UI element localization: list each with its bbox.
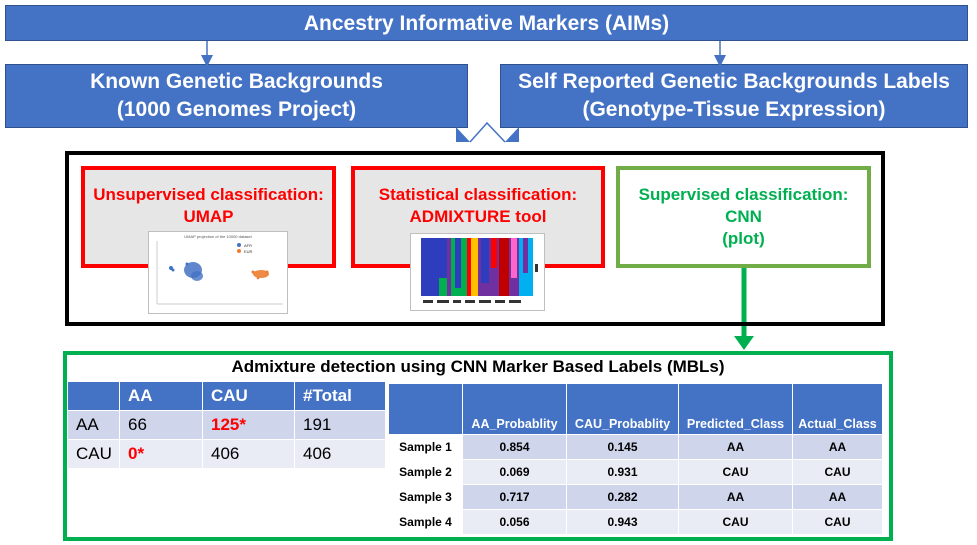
known-backgrounds-box: Known Genetic Backgrounds (1000 Genomes … [5,64,468,128]
confusion-row-aa: AA 66 125* 191 [67,410,386,440]
actual-class: AA [792,484,883,510]
cau-probability: 0.943 [566,509,679,535]
admixture-x-tick-marks [423,300,521,303]
confusion-table: AA CAU #Total AA 66 125* 191 CAU 0* 406 … [67,381,386,469]
merge-chevron-icon [456,127,470,142]
actual-class: CAU [792,509,883,535]
confusion-row-label: CAU [67,439,120,469]
self-reported-source: (Genotype-Tissue Expression) [582,98,886,121]
aims-title: Ancestry Informative Markers (AIMs) [303,12,670,35]
umap-legend-eur-marker [237,249,241,253]
umap-legend-afr-marker [237,243,241,247]
probability-header-actual: Actual_Class [792,383,883,435]
probability-header-corner [388,383,463,435]
actual-class: AA [792,434,883,460]
sample-label: Sample 2 [388,459,463,485]
aims-box: Ancestry Informative Markers (AIMs) [5,5,968,41]
umap-plot-thumbnail: UMAP projection of the 10000 dataset AFR… [148,231,288,314]
cau-probability: 0.145 [566,434,679,460]
predicted-class: AA [678,434,793,460]
probability-row: Sample 2 0.069 0.931 CAU CAU [388,459,883,485]
actual-class: CAU [792,459,883,485]
confusion-cell-misclassified: 125* [202,410,295,440]
aa-probability: 0.717 [462,484,567,510]
result-frame [63,351,893,541]
green-arrowhead-icon [734,336,754,350]
umap-eur-cluster [251,270,269,280]
aa-probability: 0.069 [462,459,567,485]
confusion-header-total: #Total [294,381,386,411]
confusion-cell-total: 191 [294,410,386,440]
self-reported-title: Self Reported Genetic Backgrounds Labels [518,70,950,93]
aa-probability: 0.056 [462,509,567,535]
supervised-note: (plot) [722,229,765,248]
confusion-header-cau: CAU [202,381,295,411]
sample-label: Sample 4 [388,509,463,535]
confusion-cell-total: 406 [294,439,386,469]
supervised-method: CNN [725,207,762,226]
unsupervised-method: UMAP [183,207,234,226]
aa-probability: 0.854 [462,434,567,460]
probability-table: AA_Probablity CAU_Probablity Predicted_C… [388,383,883,535]
confusion-header-row: AA CAU #Total [67,381,386,411]
confusion-cell: 66 [119,410,203,440]
statistical-method: ADMIXTURE tool [409,207,547,226]
confusion-row-cau: CAU 0* 406 406 [67,439,386,469]
umap-legend-eur: EUR [244,249,253,254]
confusion-header-corner [67,381,120,411]
umap-thumb-title: UMAP projection of the 10000 dataset [184,234,252,239]
probability-row: Sample 3 0.717 0.282 AA AA [388,484,883,510]
known-backgrounds-title: Known Genetic Backgrounds [90,70,383,93]
confusion-cell-misclassified: 0* [119,439,203,469]
known-backgrounds-source: (1000 Genomes Project) [116,98,357,121]
umap-afr-cluster [169,262,203,281]
probability-header-aa: AA_Probablity [462,383,567,435]
statistical-title: Statistical classification: [378,185,578,204]
probability-header-cau: CAU_Probablity [566,383,679,435]
probability-header-row: AA_Probablity CAU_Probablity Predicted_C… [388,383,883,435]
probability-header-predicted: Predicted_Class [678,383,793,435]
supervised-box: Supervised classification: CNN (plot) [616,166,871,268]
result-title: Admixture detection using CNN Marker Bas… [231,357,725,376]
supervised-title: Supervised classification: [638,185,849,204]
sample-label: Sample 1 [388,434,463,460]
probability-row: Sample 1 0.854 0.145 AA AA [388,434,883,460]
confusion-cell: 406 [202,439,295,469]
unsupervised-title: Unsupervised classification: [93,185,324,204]
probability-row: Sample 4 0.056 0.943 CAU CAU [388,509,883,535]
predicted-class: AA [678,484,793,510]
methods-frame [65,151,885,326]
cau-probability: 0.931 [566,459,679,485]
confusion-row-label: AA [67,410,120,440]
self-reported-box: Self Reported Genetic Backgrounds Labels… [500,64,968,128]
confusion-header-aa: AA [119,381,203,411]
admixture-plot-thumbnail [410,233,545,311]
umap-legend-afr: AFR [244,243,252,248]
predicted-class: CAU [678,459,793,485]
cau-probability: 0.282 [566,484,679,510]
sample-label: Sample 3 [388,484,463,510]
predicted-class: CAU [678,509,793,535]
